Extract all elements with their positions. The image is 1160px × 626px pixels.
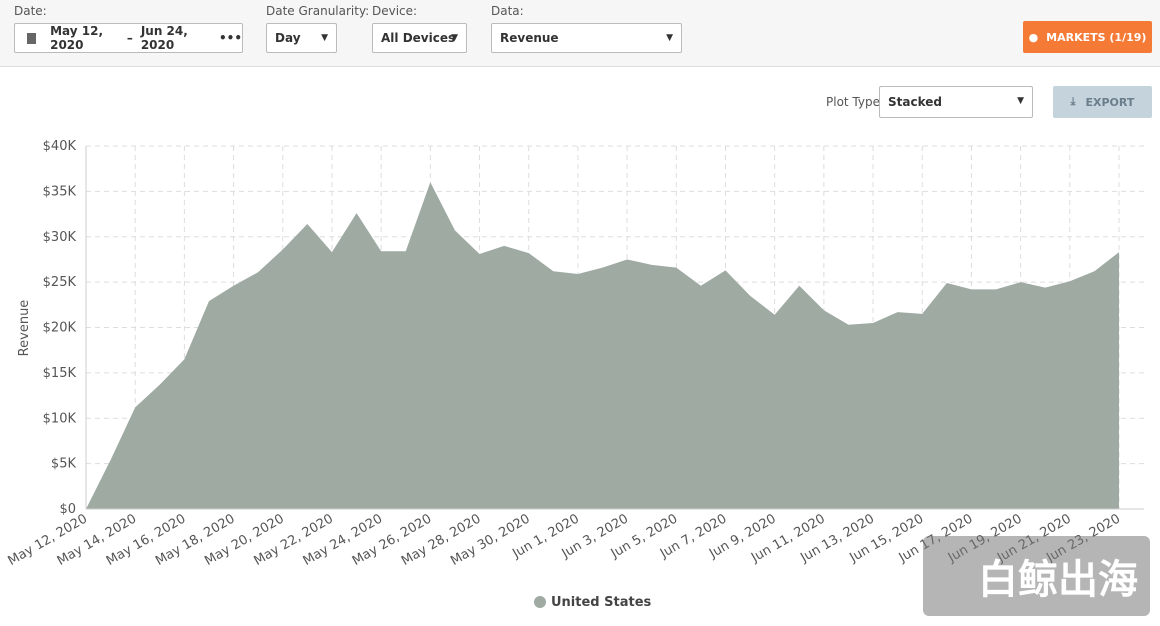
x-tick-label: May 26, 2020 [350, 511, 434, 568]
area [86, 182, 1119, 510]
y-tick-label: $15K [43, 366, 77, 381]
x-tick-label: May 18, 2020 [153, 511, 237, 568]
plot-type-select[interactable]: Stacked ▼ [879, 86, 1033, 118]
data-select[interactable]: Revenue ▼ [491, 23, 682, 53]
export-button[interactable]: ⤓ EXPORT [1053, 86, 1152, 118]
date-start: May 12, 2020 [50, 24, 104, 52]
label: Date Granularity: [266, 4, 370, 18]
value: Revenue [500, 31, 559, 45]
value: All Devices [381, 31, 456, 45]
watermark: 白鲸出海 [923, 536, 1150, 616]
label: Device: [372, 4, 418, 18]
y-axis-label: Revenue [17, 300, 32, 357]
x-tick-label: Jun 13, 2020 [797, 511, 877, 566]
granularity-select[interactable]: Day ▼ [266, 23, 337, 53]
label: Date: [14, 4, 47, 18]
x-tick-label: Jun 7, 2020 [657, 511, 730, 562]
date-end: Jun 24, 2020 [140, 24, 188, 52]
x-tick-label: Jun 5, 2020 [608, 511, 681, 562]
y-tick-label: $35K [43, 184, 77, 199]
y-tick-label: $30K [43, 230, 77, 245]
y-tick-label: $25K [43, 275, 77, 290]
x-tick-label: Jun 11, 2020 [748, 511, 828, 566]
more: ••• [218, 31, 242, 45]
x-tick-label: Jun 9, 2020 [706, 511, 779, 562]
y-tick-label: $10K [43, 411, 77, 426]
value: Day [275, 31, 301, 45]
toolbar: Date: May 12, 2020 – Jun 24, 2020 ••• Da… [0, 0, 1160, 67]
date-sep: – [126, 31, 133, 45]
x-tick-label: May 20, 2020 [202, 511, 286, 568]
legend-label: United States [551, 595, 652, 610]
x-tick-label: May 14, 2020 [55, 511, 139, 568]
x-tick-label: Jun 15, 2020 [847, 511, 927, 566]
label: Data: [491, 4, 524, 18]
label: EXPORT [1085, 95, 1135, 109]
calendar-icon [27, 32, 37, 44]
y-tick-label: $20K [43, 321, 77, 336]
y-tick-label: $5K [51, 457, 77, 472]
x-tick-label: May 24, 2020 [301, 511, 385, 568]
x-tick-label: May 30, 2020 [448, 511, 532, 568]
markets-button[interactable]: ● MARKETS (1/19) [1023, 21, 1152, 53]
value: Stacked [888, 95, 942, 109]
x-tick-label: May 16, 2020 [104, 511, 188, 568]
x-tick-label: May 12, 2020 [6, 511, 90, 568]
label: MARKETS (1/19) [1046, 30, 1147, 44]
x-tick-label: May 28, 2020 [399, 511, 483, 568]
label: Plot Type: [826, 95, 885, 109]
y-tick-label: $0 [59, 502, 76, 517]
device-select[interactable]: All Devices ▼ [372, 23, 467, 53]
x-tick-label: May 22, 2020 [251, 511, 335, 568]
y-tick-label: $40K [43, 139, 77, 154]
legend-swatch [534, 596, 546, 608]
x-tick-label: Jun 1, 2020 [509, 511, 582, 562]
x-tick-label: Jun 3, 2020 [559, 511, 632, 562]
date-picker[interactable]: May 12, 2020 – Jun 24, 2020 ••• [14, 23, 243, 53]
